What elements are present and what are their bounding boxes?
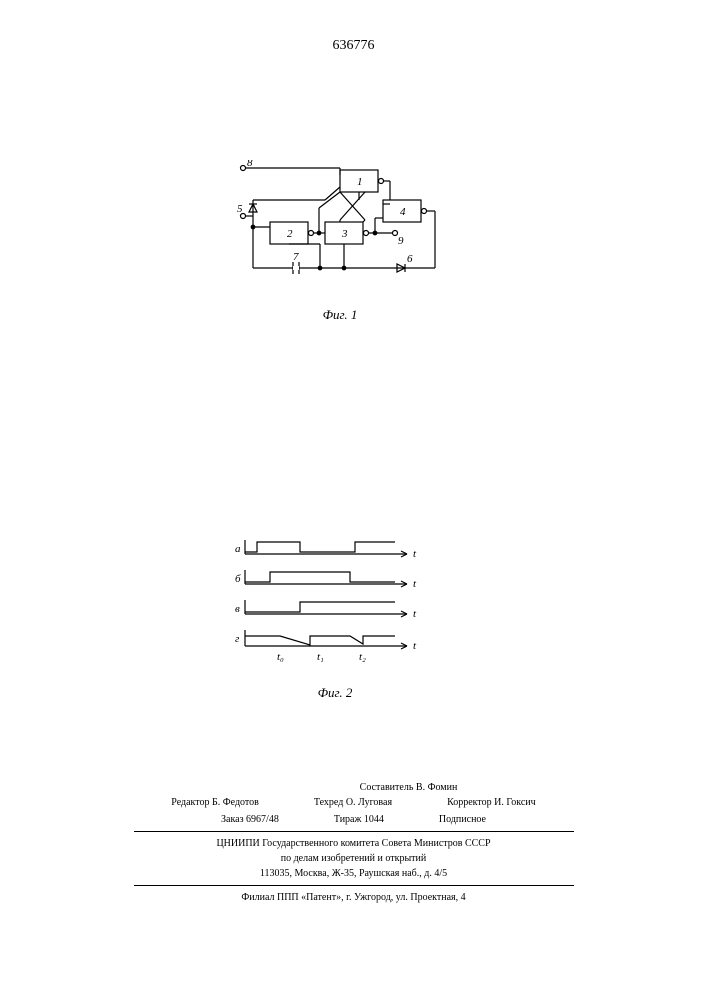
svg-text:8: 8 xyxy=(247,160,253,169)
figure-1: 1 2 3 4 5 6 7 8 9 Фиг. 1 xyxy=(225,160,455,323)
svg-text:6: 6 xyxy=(407,253,413,265)
svg-text:в: в xyxy=(235,603,240,615)
org-line-2: по делам изобретений и открытий xyxy=(0,851,707,866)
svg-text:t₁: t₁ xyxy=(317,651,324,663)
svg-text:9: 9 xyxy=(398,235,404,247)
figure-2: а t б t в t г t t₀ t₁ t₂ Фиг. 2 xyxy=(235,540,435,701)
svg-text:2: 2 xyxy=(287,228,293,240)
divider xyxy=(134,831,574,832)
fig2-caption: Фиг. 2 xyxy=(235,685,435,701)
svg-text:3: 3 xyxy=(341,228,348,240)
svg-text:5: 5 xyxy=(237,203,243,215)
svg-text:t₀: t₀ xyxy=(277,651,284,663)
divider xyxy=(134,885,574,886)
page-number: 636776 xyxy=(0,38,707,54)
corrector: Корректор И. Гоксич xyxy=(447,795,536,810)
org-line-1: ЦНИИПИ Государственного комитета Совета … xyxy=(0,836,707,851)
svg-text:7: 7 xyxy=(293,251,299,263)
svg-text:t: t xyxy=(413,578,417,590)
timing-diagram: а t б t в t г t t₀ t₁ t₂ xyxy=(235,540,435,680)
svg-text:t₂: t₂ xyxy=(359,651,366,663)
svg-text:1: 1 xyxy=(357,176,363,188)
compiler-line: Составитель В. Фомин xyxy=(110,780,707,795)
editor: Редактор Б. Федотов xyxy=(171,795,259,810)
techred: Техред О. Луговая xyxy=(314,795,392,810)
podpisnoe: Подписное xyxy=(439,812,486,827)
circuit-diagram: 1 2 3 4 5 6 7 8 9 xyxy=(225,160,455,310)
svg-text:4: 4 xyxy=(400,206,406,218)
svg-text:t: t xyxy=(413,640,417,652)
address-2: Филиал ППП «Патент», г. Ужгород, ул. Про… xyxy=(0,890,707,905)
svg-text:t: t xyxy=(413,608,417,620)
svg-text:а: а xyxy=(235,543,241,555)
svg-text:t: t xyxy=(413,548,417,560)
svg-text:б: б xyxy=(235,573,241,585)
order-no: Заказ 6967/48 xyxy=(221,812,279,827)
imprint-footer: Составитель В. Фомин Редактор Б. Федотов… xyxy=(0,780,707,905)
address-1: 113035, Москва, Ж-35, Раушская наб., д. … xyxy=(0,866,707,881)
svg-text:г: г xyxy=(235,633,240,645)
tirazh: Тираж 1044 xyxy=(334,812,384,827)
